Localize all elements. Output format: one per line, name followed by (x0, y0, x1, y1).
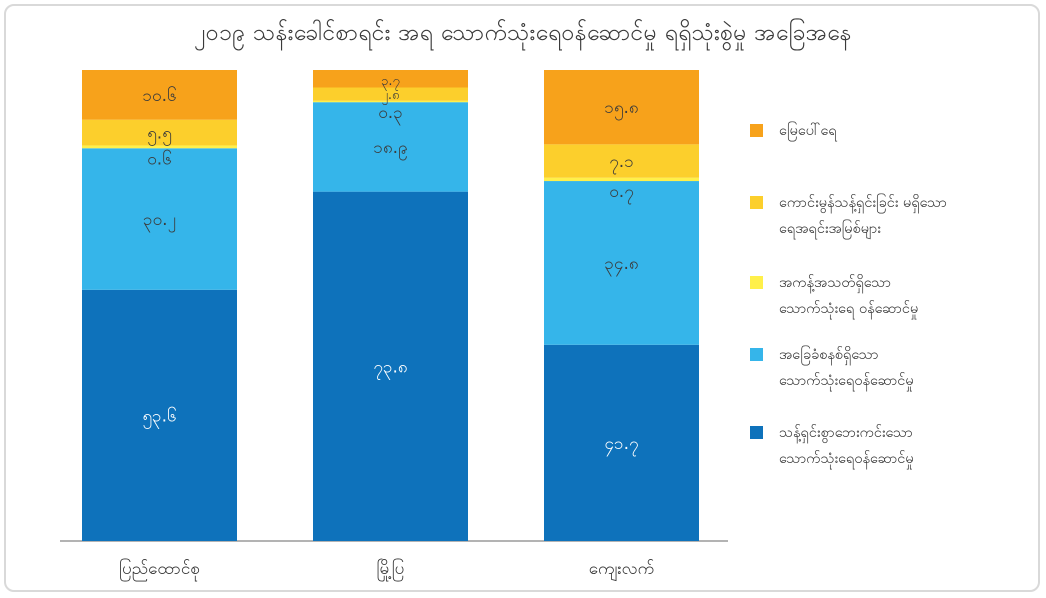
bar-segment-1-3 (313, 87, 468, 101)
category-label-1: မြို့ပြ (376, 559, 405, 579)
chart-title: ၂၀၁၉ သန်းခေါင်စာရင်း အရ သောက်သုံးရေဝန်ဆေ… (194, 20, 852, 46)
legend-label-3: ကောင်းမွန်သန့်ရှင်းခြင်း မရှိသော ရေအရင်း… (779, 195, 947, 237)
data-label-0-1: ၃၀.၂ (143, 210, 176, 233)
data-label-1-0: ၇၃.၈ (373, 357, 407, 380)
data-label-2-4: ၁၅.၈ (604, 98, 638, 121)
bar-segment-2-1 (544, 181, 699, 345)
legend-swatch-0 (750, 426, 763, 439)
bar-segment-0-3 (82, 119, 237, 146)
legend-item-1: အခြေခံစနစ်ရှိသော သောက်သုံးရေဝန်ဆောင်မှု (750, 342, 1040, 394)
data-label-1-2: ၀.၃ (378, 103, 403, 126)
legend-swatch-4 (750, 124, 763, 137)
legend-item-4: မြေပေါ်ရေ (750, 118, 1040, 144)
legend-swatch-1 (750, 348, 763, 361)
legend-item-0: သန့်ရှင်းစွာဘေးကင်းသော သောက်သုံးရေဝန်ဆော… (750, 420, 1040, 472)
legend-label-2: အကန့်အသတ်ရှိသော သောက်သုံးရေ ဝန်ဆောင်မှု (779, 275, 919, 317)
bar-segment-0-2 (82, 145, 237, 149)
data-label-2-0: ၄၁.၇ (604, 434, 638, 457)
bar-segment-2-2 (544, 177, 699, 182)
legend-swatch-2 (750, 276, 763, 289)
bar-segment-1-4 (313, 70, 468, 88)
legend-swatch-3 (750, 196, 763, 209)
data-label-0-4: ၁၀.၆ (142, 85, 176, 106)
legend-item-3: ကောင်းမွန်သန့်ရှင်းခြင်း မရှိသော ရေအရင်း… (750, 190, 1040, 242)
bar-segment-1-2 (313, 100, 468, 103)
data-label-0-0: ၅၃.၆ (142, 405, 176, 429)
data-label-0-3: ၅.၅ (147, 124, 172, 147)
bar-segment-1-1 (313, 102, 468, 192)
bar-segment-2-4 (544, 70, 699, 145)
category-label-0: ပြည်ထောင်စု (119, 559, 200, 579)
data-label-1-3: ၂.၈ (382, 88, 400, 105)
bar-segment-1-0 (313, 191, 468, 541)
bar-segment-2-0 (544, 344, 699, 541)
legend-item-2: အကန့်အသတ်ရှိသော သောက်သုံးရေ ဝန်ဆောင်မှု (750, 270, 1040, 322)
bar-segment-0-4 (82, 70, 237, 120)
data-label-0-2: ၀.၆ (147, 148, 172, 169)
category-label-2: ကျေးလက် (588, 559, 655, 579)
legend-label-0: သန့်ရှင်းစွာဘေးကင်းသော သောက်သုံးရေဝန်ဆော… (779, 425, 914, 467)
bar-segment-0-1 (82, 148, 237, 290)
data-label-1-1: ၁၈.၉ (373, 138, 407, 161)
data-label-2-2: ၀.၇ (609, 182, 634, 205)
bar-segment-2-3 (544, 144, 699, 178)
legend-label-1: အခြေခံစနစ်ရှိသော သောက်သုံးရေဝန်ဆောင်မှု (779, 347, 914, 389)
legend-label-4: မြေပေါ်ရေ (779, 123, 837, 139)
bar-segment-0-0 (82, 289, 237, 541)
data-label-1-4: ၃.၇ (381, 74, 400, 91)
data-label-2-3: ၇.၁ (609, 152, 634, 175)
data-label-2-1: ၃၄.၈ (604, 254, 638, 277)
